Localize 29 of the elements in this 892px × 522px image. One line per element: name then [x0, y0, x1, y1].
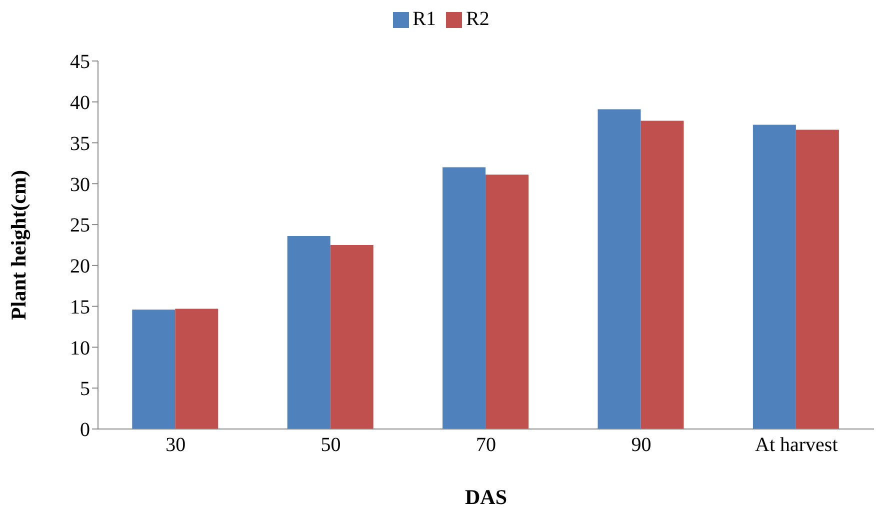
- y-tick-label: 15: [70, 296, 90, 318]
- bar: [175, 308, 218, 429]
- y-tick-label: 45: [70, 51, 90, 74]
- bar: [752, 124, 796, 429]
- bar: [287, 236, 330, 429]
- x-tick-label: 90: [631, 434, 652, 456]
- y-tick-label: 40: [70, 92, 90, 114]
- y-tick-label: 20: [70, 256, 90, 278]
- bar: [640, 120, 684, 429]
- y-tick-label: 5: [80, 378, 90, 400]
- x-axis-title: DAS: [464, 485, 508, 509]
- x-tick-label: 70: [476, 434, 496, 456]
- legend-label: R2: [466, 8, 490, 30]
- y-tick-label: 25: [70, 214, 90, 237]
- bar: [598, 109, 641, 429]
- bar: [486, 174, 529, 429]
- bar: [796, 130, 839, 429]
- x-tick-label: 50: [320, 434, 341, 456]
- legend-label: R1: [412, 8, 436, 30]
- bar: [330, 245, 374, 429]
- bar: [132, 310, 176, 429]
- y-tick-label: 0: [80, 419, 90, 442]
- y-tick-label: 10: [70, 337, 90, 360]
- x-tick-label: At harvest: [755, 434, 838, 456]
- x-tick-label: 30: [166, 434, 186, 456]
- y-axis-title: Plant height(cm): [6, 170, 30, 320]
- y-tick-label: 30: [70, 174, 90, 196]
- y-tick-label: 35: [70, 132, 90, 155]
- bar: [442, 167, 486, 429]
